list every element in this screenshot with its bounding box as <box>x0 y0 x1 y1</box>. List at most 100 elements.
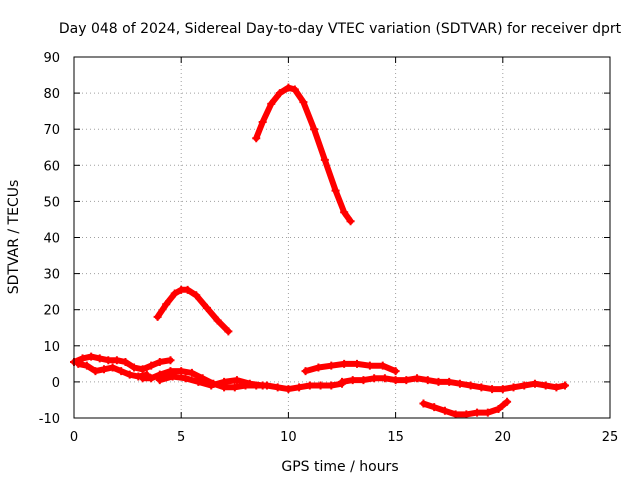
data-point <box>153 312 162 321</box>
data-point <box>230 383 239 392</box>
y-axis-label: SDTVAR / TECUs <box>6 180 22 295</box>
data-point <box>275 89 284 98</box>
data-point <box>267 99 276 108</box>
data-point <box>340 359 349 368</box>
data-point <box>177 367 186 376</box>
data-point <box>213 316 222 325</box>
chart-title: Day 048 of 2024, Sidereal Day-to-day VTE… <box>59 21 622 37</box>
data-point <box>100 365 109 374</box>
data-point <box>314 363 323 372</box>
data-point <box>147 361 156 370</box>
data-point <box>310 125 319 134</box>
data-point <box>74 359 83 368</box>
y-tick-label: 70 <box>43 123 60 138</box>
data-point <box>258 117 267 126</box>
data-point <box>530 379 539 388</box>
data-point <box>117 367 126 376</box>
data-point <box>488 385 497 394</box>
data-point <box>466 381 475 390</box>
series-afternoon-low <box>339 375 568 393</box>
y-tick-label: 80 <box>43 87 60 102</box>
data-point <box>121 358 130 367</box>
data-point <box>112 356 121 365</box>
data-point <box>155 358 164 367</box>
data-point <box>498 385 507 394</box>
data-point <box>252 134 261 143</box>
data-point <box>162 300 171 309</box>
data-point <box>187 368 196 377</box>
data-point <box>541 381 550 390</box>
data-point <box>316 381 325 390</box>
data-point <box>327 361 336 370</box>
data-point <box>560 381 569 390</box>
x-tick-label: 20 <box>495 430 512 445</box>
y-tick-label: -10 <box>39 412 60 427</box>
data-point <box>147 374 156 383</box>
x-tick-label: 0 <box>70 430 78 445</box>
data-point <box>130 363 139 372</box>
y-tick-label: 50 <box>43 195 60 210</box>
data-point <box>391 367 400 376</box>
data-point <box>202 303 211 312</box>
data-point <box>194 377 203 386</box>
x-tick-label: 10 <box>280 430 297 445</box>
data-point <box>138 365 147 374</box>
data-point <box>104 356 113 365</box>
data-point <box>483 408 492 417</box>
data-point <box>320 155 329 164</box>
data-point <box>125 370 134 379</box>
data-point <box>273 383 282 392</box>
data-series <box>70 83 569 419</box>
x-axis-label: GPS time / hours <box>281 459 398 475</box>
data-point <box>419 399 428 408</box>
data-point <box>440 406 449 415</box>
data-point <box>168 372 177 381</box>
y-tick-label: 90 <box>43 51 60 66</box>
data-point <box>284 385 293 394</box>
x-tick-label: 15 <box>387 430 404 445</box>
data-point <box>138 374 147 383</box>
data-point <box>391 376 400 385</box>
data-point <box>232 376 241 385</box>
data-point <box>166 367 175 376</box>
y-tick-label: 30 <box>43 268 60 283</box>
data-point <box>552 383 561 392</box>
data-point <box>520 381 529 390</box>
data-point <box>370 374 379 383</box>
data-point <box>365 361 374 370</box>
data-point <box>91 367 100 376</box>
data-point <box>338 377 346 386</box>
data-point <box>108 363 117 372</box>
data-point <box>346 217 355 226</box>
data-point <box>455 379 464 388</box>
data-point <box>445 377 454 386</box>
y-tick-label: 40 <box>43 232 60 247</box>
data-point <box>207 381 216 390</box>
data-point <box>378 361 387 370</box>
x-tick-label: 5 <box>177 430 185 445</box>
data-point <box>245 379 254 388</box>
data-point <box>181 374 190 383</box>
y-tick-label: 10 <box>43 340 60 355</box>
ticks: 0 5 10 15 20 25 -10 0 10 20 30 40 50 60 70 80 90 <box>39 51 619 445</box>
data-point <box>477 383 486 392</box>
data-point <box>402 376 411 385</box>
data-point <box>494 404 503 413</box>
data-point <box>305 381 314 390</box>
data-point <box>359 376 368 385</box>
data-point <box>331 186 340 195</box>
data-point <box>353 359 362 368</box>
data-point <box>327 381 336 390</box>
x-tick-label: 25 <box>602 430 619 445</box>
data-point <box>340 208 349 217</box>
data-point <box>295 383 304 392</box>
data-point <box>348 376 357 385</box>
data-point <box>284 83 293 92</box>
data-point <box>183 285 192 294</box>
data-point <box>434 377 443 386</box>
data-point <box>78 354 87 363</box>
data-point <box>473 408 482 417</box>
y-tick-label: 60 <box>43 159 60 174</box>
data-point <box>258 381 267 390</box>
